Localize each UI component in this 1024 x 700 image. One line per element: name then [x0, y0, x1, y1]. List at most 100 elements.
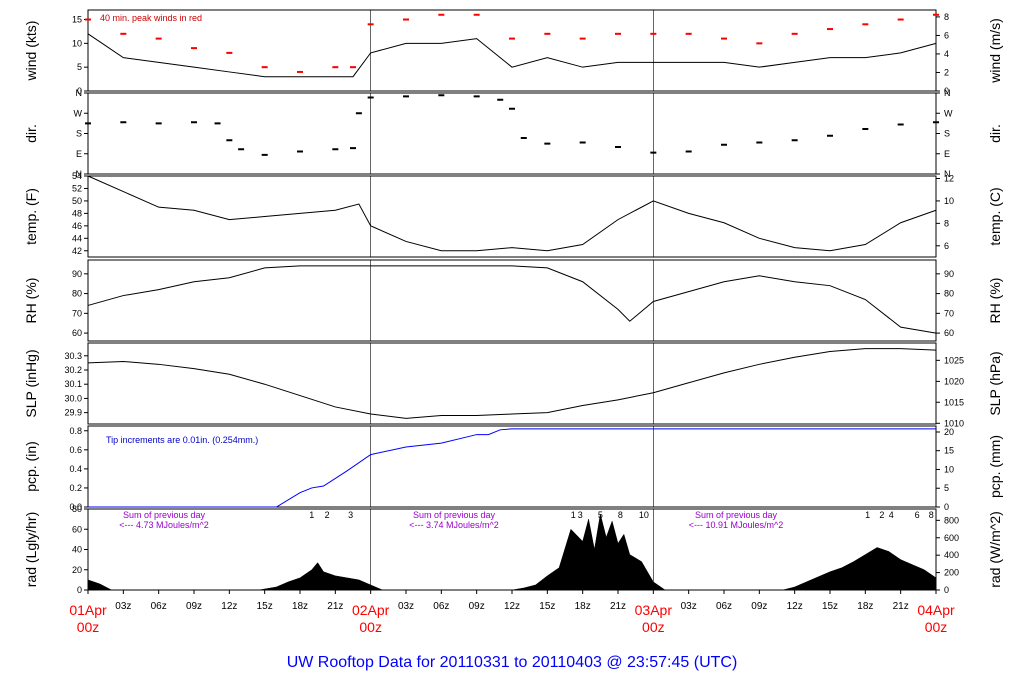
peak-point — [438, 13, 445, 16]
ylabel-right-rh: RH (%) — [987, 278, 1003, 324]
right-tick-label: 400 — [944, 550, 959, 560]
right-tick-label: 600 — [944, 533, 959, 543]
peak-point — [650, 32, 657, 35]
dir-point — [933, 121, 939, 124]
series-temperature — [87, 175, 937, 252]
x-hour-tick: 03z — [398, 601, 414, 612]
ylabel-left-wind: wind (kts) — [23, 21, 39, 82]
right-tick-label: N — [944, 169, 951, 179]
series-sea-level-pressure — [87, 348, 937, 419]
rad-hour-marker: 6 — [915, 510, 920, 520]
rad-hour-marker: 5 — [598, 510, 603, 520]
right-tick-label: E — [944, 149, 950, 159]
dir-point — [297, 150, 303, 153]
series-solar-radiation — [87, 514, 937, 591]
chart-title: UW Rooftop Data for 20110331 to 20110403… — [287, 654, 738, 671]
left-tick-label: 0.4 — [69, 464, 82, 474]
panel-frame — [87, 342, 937, 425]
series-relative-humidity — [87, 265, 937, 334]
right-tick-label: 70 — [944, 308, 954, 318]
right-tick-label: 20 — [944, 427, 954, 437]
left-tick-label: 70 — [72, 308, 82, 318]
series-wind — [87, 33, 937, 78]
left-tick-label: 30.1 — [64, 379, 82, 389]
peak-point — [791, 32, 798, 35]
x-hour-tick: 15z — [539, 601, 555, 612]
dir-point — [497, 98, 504, 101]
left-tick-label: 10 — [72, 38, 82, 48]
dir-point — [520, 137, 527, 139]
dir-point — [791, 139, 798, 142]
ylabel-left-rad: rad (Lgly/hr) — [23, 512, 39, 587]
x-hour-tick: 15z — [822, 601, 838, 612]
rad-hour-marker: 2 — [879, 510, 884, 520]
x-day-date: 03Apr — [635, 602, 673, 618]
right-tick-label: 0 — [944, 502, 949, 512]
panel-rh: 60 70 80 90 60 70 80 90 RH (%) RH (%) — [23, 259, 1003, 342]
peak-point — [721, 37, 727, 40]
dir-point — [191, 121, 197, 124]
dir-point — [615, 146, 621, 148]
dir-point — [579, 141, 586, 144]
dir-point — [355, 112, 362, 115]
dir-point — [438, 94, 445, 97]
x-hour-tick: 03z — [115, 601, 131, 612]
series-wind-direction — [85, 94, 939, 156]
dir-point — [897, 123, 904, 126]
left-tick-label: 50 — [72, 196, 82, 206]
peak-point — [226, 51, 233, 54]
left-tick-label: 15 — [72, 15, 82, 25]
peak-point — [332, 66, 339, 69]
x-hour-tick: 21z — [327, 601, 343, 612]
right-tick-label: 60 — [944, 328, 954, 338]
ylabel-left-temp: temp. (F) — [23, 188, 39, 245]
x-day-time: 00z — [359, 619, 382, 635]
x-day-date: 01Apr — [69, 602, 107, 618]
peak-point — [120, 32, 127, 35]
dir-point — [509, 107, 515, 110]
right-tick-label: 6 — [944, 241, 949, 251]
x-day-date: 02Apr — [352, 602, 390, 618]
daily-sum-value: <--- 4.73 MJoules/m^2 — [119, 520, 209, 530]
left-tick-label: 30.2 — [64, 365, 82, 375]
panel-frame — [87, 425, 937, 508]
ylabel-right-slp: SLP (hPa) — [987, 351, 1003, 415]
panel-wind: 0 5 10 15 0 2 4 6 8 wind (kts) wind (m/s) 40 min. p… — [23, 9, 1003, 96]
left-tick-label: 20 — [72, 565, 82, 575]
peak-point — [685, 32, 692, 35]
daily-sum-value: <--- 10.91 MJoules/m^2 — [689, 520, 784, 530]
x-hour-tick: 09z — [469, 601, 485, 612]
dir-point — [332, 148, 339, 151]
daily-sum-value: <--- 3.74 MJoules/m^2 — [409, 520, 499, 530]
right-tick-label: W — [944, 108, 953, 118]
daily-sum-title: Sum of previous day — [695, 510, 778, 520]
rad-hour-marker: 8 — [929, 510, 934, 520]
dir-point — [120, 121, 127, 124]
right-tick-label: 800 — [944, 515, 959, 525]
dir-point — [85, 122, 91, 125]
panel-frame — [87, 175, 937, 258]
right-tick-label: 0 — [944, 86, 949, 96]
right-tick-label: 80 — [944, 289, 954, 299]
left-tick-label: 44 — [72, 233, 82, 243]
left-tick-label: 30.3 — [64, 351, 82, 361]
dir-point — [238, 148, 245, 151]
dir-point — [862, 128, 869, 130]
left-tick-label: N — [76, 88, 83, 98]
rad-hour-marker: 1 — [865, 510, 870, 520]
x-hour-tick: 18z — [292, 601, 308, 612]
ylabel-right-dir: dir. — [987, 124, 1003, 143]
left-tick-label: 54 — [72, 171, 82, 181]
x-hour-tick: 09z — [751, 601, 767, 612]
dir-point — [473, 95, 480, 98]
ylabel-left-dir: dir. — [23, 124, 39, 143]
peak-point — [544, 32, 551, 35]
right-tick-label: 12 — [944, 173, 954, 183]
x-hour-tick: 18z — [857, 601, 873, 612]
peak-point — [933, 13, 939, 16]
dir-point — [226, 139, 233, 142]
left-tick-label: W — [74, 108, 83, 118]
left-tick-label: 0.6 — [69, 445, 82, 455]
x-hour-tick: 21z — [610, 601, 626, 612]
